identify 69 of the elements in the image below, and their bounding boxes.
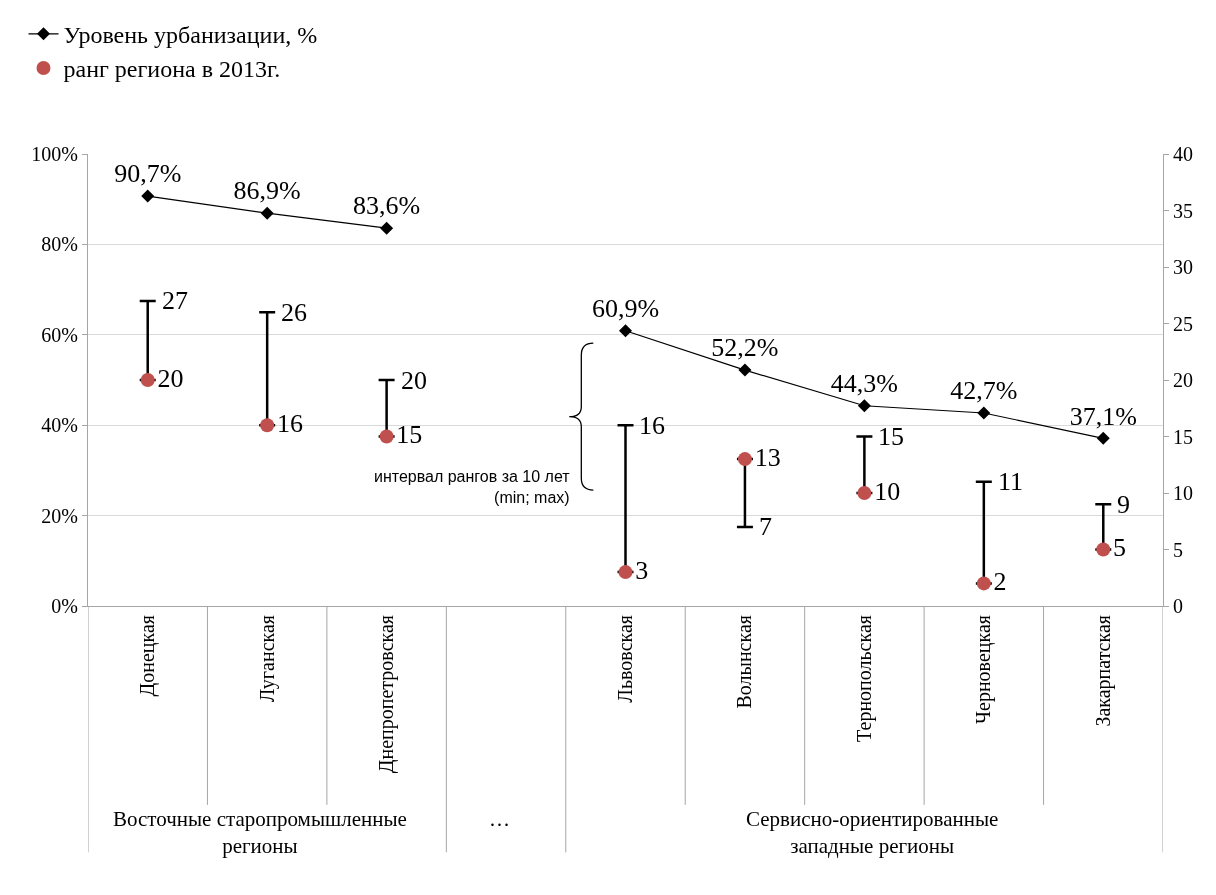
data-label: 13 [754,442,781,472]
annotation: 11 [998,467,1024,496]
point [857,399,871,413]
y2-tick-label: 10 [1173,482,1193,504]
y-tick-label: 100% [31,143,78,165]
annotation: 16 [639,411,665,440]
y2-tick-label: 20 [1173,369,1193,391]
point [379,429,394,444]
data-label: 37,1% [1069,401,1137,431]
y2-tick-label: 35 [1173,199,1193,222]
data-label: 20 [157,363,184,393]
text: … [489,807,510,831]
data-label: 5 [1113,533,1127,562]
annotation: 15 [878,422,904,451]
y2-tick-label: 30 [1173,256,1193,278]
point [260,206,274,220]
data-label: 2 [993,566,1007,596]
data-label: 3 [635,555,649,585]
point [1096,542,1111,557]
point [618,565,633,580]
text: Восточные старопромышленные регионы [113,807,407,859]
data-label: 44,3% [830,369,898,399]
data-label: 83,6% [353,191,421,221]
legend-label: ранг региона в 2013г. [63,56,281,83]
point [976,576,991,591]
point [380,221,394,235]
x-tick-label: Тернопольская [852,615,876,742]
annotation: 26 [281,298,307,327]
point [140,373,155,387]
x-tick-label: Донецкая [136,615,160,697]
point [619,324,632,338]
annotation: 9 [1117,490,1130,519]
y-tick-label: 60% [41,323,78,346]
text: Сервисно-ориентированные западные регионы [746,807,999,859]
data-label: 16 [276,408,303,438]
x-tick-label: Днепропетровская [375,615,399,774]
data-label: 42,7% [950,376,1018,406]
y2-tick-label: 25 [1173,312,1193,335]
x-tick-label: Черновецкая [972,615,996,724]
point [1096,431,1110,445]
data-label: 15 [396,420,423,449]
data-label: 60,9% [591,293,660,323]
x-tick-label: Львовская [614,615,636,703]
point [857,486,872,500]
y-tick-label: 80% [41,233,78,256]
point [141,189,155,203]
y-tick-label: 20% [41,504,78,527]
data-label: 86,9% [233,176,301,206]
annotation: интервал рангов за 10 лет (min; max) [374,468,571,506]
y2-tick-label: 0 [1173,595,1183,617]
y-tick-label: 0% [51,595,78,617]
point [977,406,991,420]
x-tick-label: Закарпатская [1091,615,1115,727]
legend-label: Уровень урбанизации, % [63,22,318,49]
annotation: 7 [759,512,772,541]
x-tick-label: Волынская [733,615,756,709]
x-tick-label: Луганская [255,615,279,703]
data-label: 90,7% [114,159,182,189]
y2-tick-label: 5 [1173,538,1183,561]
annotation: 20 [401,366,427,395]
y-tick-label: 40% [41,414,78,437]
point [738,363,752,377]
annotation: 27 [162,286,188,315]
y2-tick-label: 15 [1173,425,1193,448]
point [737,452,752,467]
point [260,418,275,433]
data-label: 52,2% [711,333,779,363]
y2-tick-label: 40 [1173,143,1193,165]
data-label: 10 [874,476,901,506]
